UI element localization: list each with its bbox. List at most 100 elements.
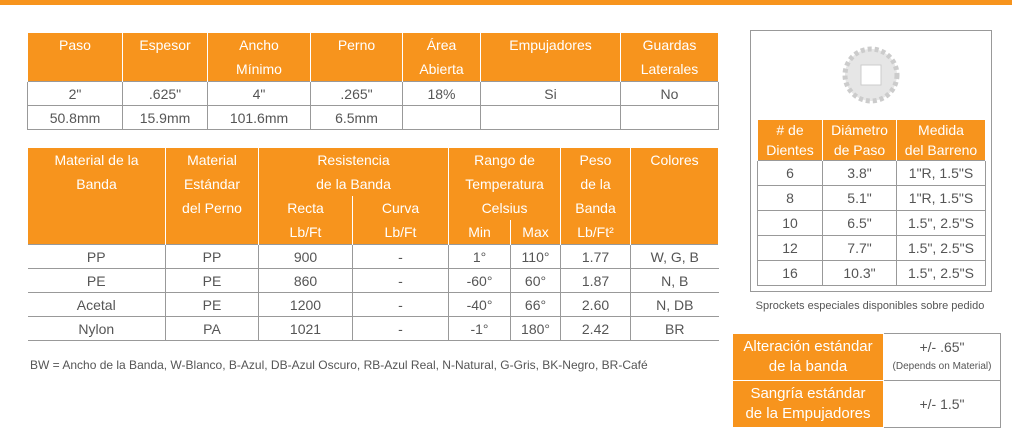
text-line: Material [187, 152, 237, 168]
text-line: de la Empujadores [745, 405, 871, 422]
cell: 4" [207, 81, 311, 106]
row: PP PP 900-1° 110° 1.77 W, G, B [27, 244, 719, 269]
cell: 12 [757, 235, 823, 261]
text-line: Peso [579, 152, 612, 168]
sprocket-box [750, 30, 992, 292]
cell: 180° [510, 316, 561, 341]
text-line: Medida [918, 122, 964, 138]
text-line: Material de la [54, 152, 139, 168]
text-line: Curva [381, 200, 420, 216]
header-cell: Diámetro de Paso [822, 120, 897, 161]
text-line: # de [776, 122, 804, 138]
cell: 1"R, 1.5"S [896, 185, 986, 211]
cell: 6 [757, 160, 823, 186]
cell: Nylon [27, 316, 166, 341]
table: # de Dientes Diámetro de Paso Medida del Barr… [757, 120, 986, 286]
cell [480, 105, 621, 130]
cell: Si [480, 81, 621, 106]
row: 12 7.7" 1.5", 2.5"S [757, 235, 986, 261]
cell: - [351, 244, 449, 269]
value: +/- 1.5" [919, 396, 965, 412]
cell: 860 [258, 268, 353, 293]
text-line: Recta [287, 200, 324, 216]
header-cell: Celsius [448, 196, 562, 220]
cell: 2.42 [560, 316, 631, 341]
text-line: Rango de [474, 152, 535, 168]
header-cell: Guardas Laterales [620, 33, 719, 82]
cell: PA [165, 316, 259, 341]
text-line: Sangría estándar [750, 385, 866, 402]
cell: PE [165, 292, 259, 317]
header-cell: Min [448, 220, 512, 245]
header-row: Paso Espesor Ancho Mínimo Perno Área Abierta Em… [27, 33, 719, 82]
header-cell: Curva Lb/Ft [351, 196, 450, 245]
header-row: Min Max [28, 220, 719, 245]
value-cell: +/- 1.5" [883, 380, 1001, 428]
cell: 1.77 [560, 244, 631, 269]
table: Paso Espesor Ancho Mínimo Perno Área Abierta Em… [27, 33, 719, 130]
header-row: # de Dientes Diámetro de Paso Medida del Barr… [757, 120, 986, 161]
header-cell: Ancho Mínimo [207, 33, 311, 82]
text-line: Resistencia [317, 152, 390, 168]
cell: 101.6mm [207, 105, 311, 130]
cell: 1.5", 2.5"S [896, 260, 986, 286]
cell: PP [165, 244, 259, 269]
cell: No [620, 81, 719, 106]
text-line: del Perno [182, 200, 242, 216]
label-cell: Sangría estándar de la Empujadores [732, 380, 884, 428]
text-line: Estándar [183, 176, 241, 192]
header-cell: Perno [310, 33, 403, 82]
cell: BR [630, 316, 719, 341]
cell: 2.60 [560, 292, 631, 317]
header-cell: Área Abierta [402, 33, 481, 82]
cell: 1200 [258, 292, 353, 317]
text-line: Guardas [642, 37, 697, 53]
cell: 10 [757, 210, 823, 236]
cell: - [351, 268, 449, 293]
text-line: Dientes [766, 142, 814, 158]
row: Alteración estándar de la banda +/- .65" (D… [732, 333, 1001, 381]
text-line: Área [426, 37, 457, 53]
text-line: de la [580, 176, 611, 192]
cell: 900 [258, 244, 353, 269]
cell: 7.7" [822, 235, 897, 261]
cell: 3.8" [822, 160, 897, 186]
cell: -60° [448, 268, 511, 293]
cell: 60° [510, 268, 561, 293]
text-line: Diámetro [831, 122, 888, 138]
cell: 110° [510, 244, 561, 269]
header-row: Recta Lb/Ft Curva Lb/Ft Celsius [28, 196, 719, 245]
cell: 15.9mm [122, 105, 208, 130]
header-cell: Max [510, 220, 562, 245]
row: 16 10.3" 1.5", 2.5"S [757, 260, 986, 286]
row: 10 6.5" 1.5", 2.5"S [757, 210, 986, 236]
text-line: Banda [76, 176, 117, 192]
header-cell: Espesor [122, 33, 208, 82]
cell: 10.3" [822, 260, 897, 286]
row: 6 3.8" 1"R, 1.5"S [757, 160, 986, 186]
cell [402, 105, 481, 130]
text-line: Lb/Ft² [577, 224, 614, 240]
table: Alteración estándar de la banda +/- .65" (D… [732, 333, 1001, 428]
row: 50.8mm 15.9mm 101.6mm 6.5mm [27, 105, 719, 130]
cell: -1° [448, 316, 511, 341]
cell: - [351, 292, 449, 317]
cell: PE [27, 268, 166, 293]
text-line: Mínimo [236, 61, 282, 77]
row: Sangría estándar de la Empujadores +/- 1.5… [732, 380, 1001, 428]
cell: 6.5" [822, 210, 897, 236]
cell: 6.5mm [310, 105, 403, 130]
row: PE PE 860- -60° 60° 1.87 N, B [27, 268, 719, 293]
cell [620, 105, 719, 130]
header-cell: Rango de Temperatura [448, 148, 562, 196]
text-line: Lb/Ft [384, 224, 417, 240]
cell: 1"R, 1.5"S [896, 160, 986, 186]
header-cell: Empujadores [480, 33, 621, 82]
header-cell: Peso de la Banda Lb/Ft² [560, 148, 632, 245]
top-bar [0, 0, 1012, 5]
header-cell: Resistencia de la Banda [257, 148, 450, 196]
cell: Acetal [27, 292, 166, 317]
cell: PE [165, 268, 259, 293]
cell: .265" [310, 81, 403, 106]
